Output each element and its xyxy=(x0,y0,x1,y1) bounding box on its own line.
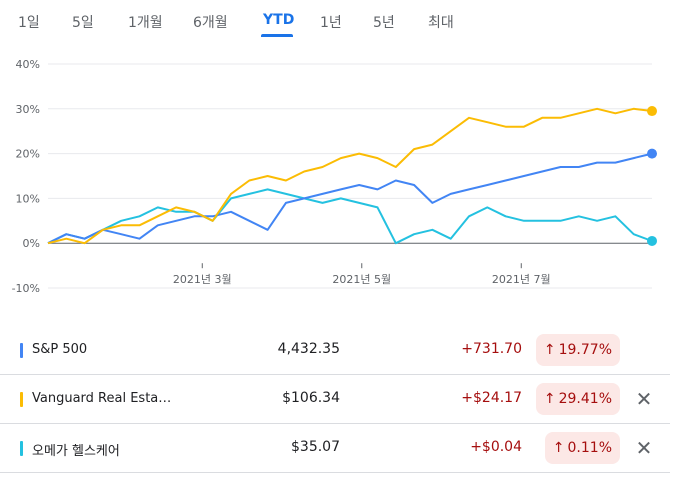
legend-row-sp500[interactable]: S&P 500 4,432.35 +731.70 ↑ 19.77% xyxy=(0,326,670,375)
row-percent-badge: ↑ 19.77% xyxy=(535,334,620,366)
price-chart[interactable]: 40% 30% 20% 10% 0% -10% 2021년 3월 2021년 5월 2021년 … xyxy=(0,44,670,324)
tab-1m[interactable]: 1개월 xyxy=(128,15,163,31)
close-icon[interactable]: ✕ xyxy=(635,387,653,411)
row-change: +731.70 xyxy=(461,341,522,357)
legend-row-omega[interactable]: 오메가 헬스케어 $35.07 +$0.04 ↑ 0.11% ✕ xyxy=(0,424,670,473)
series-line xyxy=(47,152,653,245)
legend-row-vanguard[interactable]: Vanguard Real Esta… $106.34 +$24.17 ↑ 29.… xyxy=(0,375,670,424)
tab-max[interactable]: 최대 xyxy=(428,15,454,31)
y-tick-label: 0% xyxy=(23,237,40,250)
x-tick-label: 2021년 5월 xyxy=(332,273,391,286)
y-tick-label: 20% xyxy=(16,148,40,161)
x-tick-label: 2021년 7월 xyxy=(492,273,551,286)
y-tick-label: 10% xyxy=(16,192,40,205)
row-price: $106.34 xyxy=(282,390,340,406)
range-tabs: 1일 5일 1개월 6개월 YTD 1년 5년 최대 xyxy=(0,0,680,40)
row-percent: 0.11% xyxy=(567,440,612,456)
y-tick-label: 30% xyxy=(16,103,40,116)
series-line xyxy=(47,188,653,245)
tab-5y[interactable]: 5년 xyxy=(373,15,395,31)
x-tick-label: 2021년 3월 xyxy=(173,273,232,286)
row-price: 4,432.35 xyxy=(277,341,340,357)
up-arrow-icon: ↑ xyxy=(543,391,556,407)
up-arrow-icon: ↑ xyxy=(552,440,565,456)
row-percent: 19.77% xyxy=(558,342,612,358)
tab-ytd[interactable]: YTD xyxy=(263,12,295,28)
tab-1y[interactable]: 1년 xyxy=(320,15,342,31)
tab-6m[interactable]: 6개월 xyxy=(193,15,228,31)
series-swatch xyxy=(20,343,23,358)
active-tab-indicator xyxy=(261,34,293,37)
series-end-point xyxy=(647,235,657,246)
y-tick-label: -10% xyxy=(12,282,40,295)
row-change: +$0.04 xyxy=(470,439,522,455)
series-end-point xyxy=(647,106,657,117)
row-price: $35.07 xyxy=(291,439,340,455)
tab-5d[interactable]: 5일 xyxy=(72,15,94,31)
row-name: 오메가 헬스케어 xyxy=(32,444,120,459)
row-name: S&P 500 xyxy=(32,342,88,357)
series-end-point xyxy=(647,148,657,159)
row-name: Vanguard Real Esta… xyxy=(32,391,172,406)
close-icon[interactable]: ✕ xyxy=(635,436,653,460)
y-tick-label: 40% xyxy=(16,58,40,71)
up-arrow-icon: ↑ xyxy=(543,342,556,358)
row-percent-badge: ↑ 0.11% xyxy=(544,432,620,464)
tab-1d[interactable]: 1일 xyxy=(18,15,40,31)
row-percent-badge: ↑ 29.41% xyxy=(535,383,620,415)
series-line xyxy=(47,107,653,245)
series-swatch xyxy=(20,392,23,407)
series-swatch xyxy=(20,441,23,456)
row-percent: 29.41% xyxy=(558,391,612,407)
row-change: +$24.17 xyxy=(461,390,522,406)
